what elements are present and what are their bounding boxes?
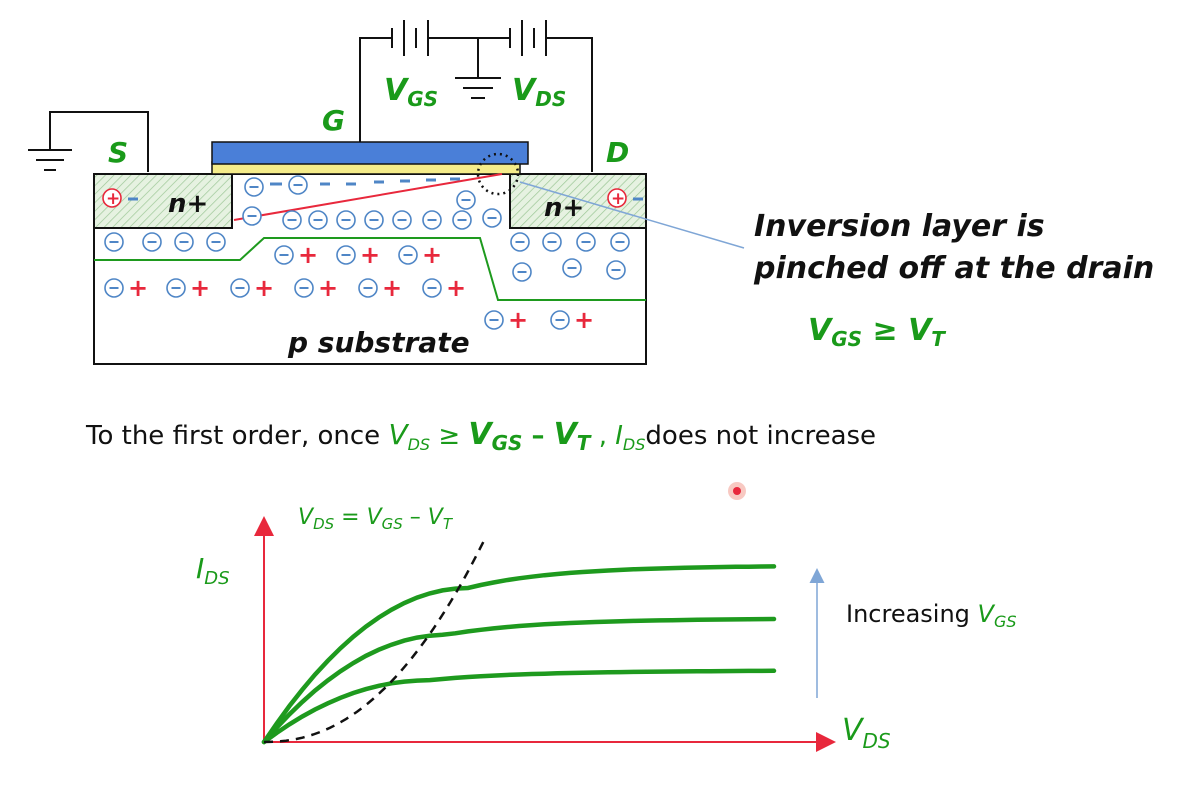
iv-curve-1 <box>261 668 777 745</box>
positive-charge: + <box>508 306 528 334</box>
drain-label: D <box>606 136 629 169</box>
y-axis-label: IDS <box>196 552 230 589</box>
iv-curves <box>261 564 777 745</box>
positive-charge: + <box>382 274 402 302</box>
pinch-off-marker <box>476 152 520 196</box>
positive-charge: + <box>318 274 338 302</box>
callout-line <box>519 181 745 249</box>
positive-ion-sign: + <box>611 189 625 209</box>
gate-electrode <box>211 141 529 165</box>
increasing-vgs-label: Increasing VGS <box>846 600 1017 631</box>
vds-battery-label: VDS <box>512 73 566 111</box>
callout-line1: Inversion layer is <box>754 209 1045 244</box>
boundary-label: VDS = VGS – VT <box>298 505 454 533</box>
source-wire <box>49 111 149 172</box>
drain-wire <box>546 37 593 172</box>
saturation-boundary-curve <box>263 541 485 744</box>
callout-line2: pinched off at the drain <box>753 251 1154 286</box>
pointer-dot <box>733 487 741 495</box>
positive-charge: + <box>298 241 318 269</box>
positive-charge: + <box>574 306 594 334</box>
saturation-statement: To the first order, once VDS ≥ VGS – VT … <box>85 417 876 455</box>
source-label: S <box>108 136 128 169</box>
gate-wire <box>359 37 392 142</box>
positive-charge: + <box>422 241 442 269</box>
positive-charge: + <box>360 241 380 269</box>
positive-ion-sign: + <box>106 189 120 209</box>
positive-ion <box>102 188 122 208</box>
nplus-drain-label: n+ <box>544 193 584 223</box>
x-axis-label: VDS <box>842 713 891 753</box>
positive-charge: + <box>128 274 148 302</box>
condition-vgs-ge-vt: VGS ≥ VT <box>808 313 946 351</box>
gate-label: G <box>322 104 345 137</box>
inversion-layer-line <box>233 173 503 221</box>
vgs-battery-label: VGS <box>384 73 438 111</box>
positive-charge: + <box>446 274 466 302</box>
ion-layer: + ++ + ++ + + + + ++ + <box>102 175 643 334</box>
iv-curve-3 <box>261 564 777 745</box>
nplus-source-label: n+ <box>168 189 208 219</box>
positive-charge: + <box>254 274 274 302</box>
circuit <box>28 20 593 172</box>
iv-curve-2 <box>261 616 777 745</box>
positive-ion <box>607 188 627 208</box>
depletion-boundary <box>94 237 646 301</box>
substrate-label: p substrate <box>287 326 470 359</box>
iv-chart: IDS VDS VDS = VGS – VT Increasing VGS <box>196 505 1017 753</box>
positive-charge: + <box>190 274 210 302</box>
